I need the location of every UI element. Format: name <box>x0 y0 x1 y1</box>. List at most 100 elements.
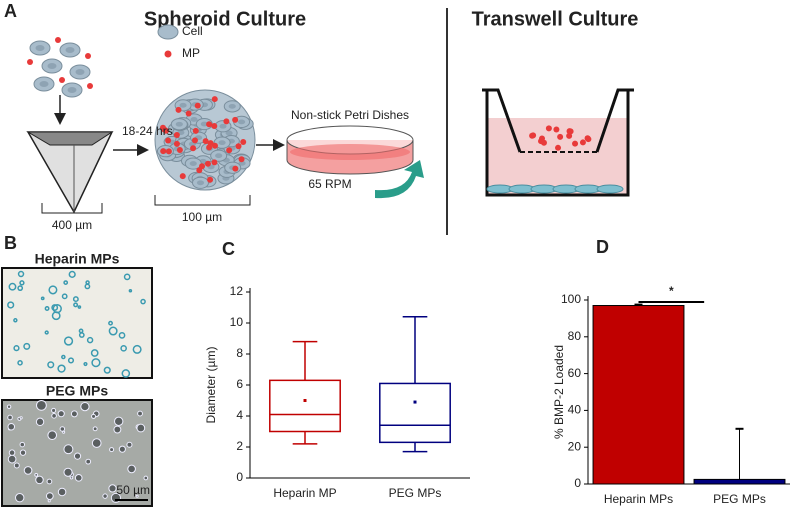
bar <box>592 305 685 485</box>
scale-bar <box>41 203 103 214</box>
particle <box>35 417 45 427</box>
particle <box>15 493 25 503</box>
particle <box>61 293 68 300</box>
insert <box>482 88 634 153</box>
particle <box>51 413 57 419</box>
particle <box>143 475 149 481</box>
mp <box>202 138 209 145</box>
microwell-top <box>26 131 114 146</box>
mp <box>87 83 93 89</box>
particle <box>57 364 66 373</box>
particle <box>70 410 78 418</box>
particle <box>48 285 58 295</box>
mp <box>584 135 591 142</box>
y-tick-label: 0 <box>574 476 581 490</box>
mp <box>232 165 239 172</box>
particle <box>7 301 15 309</box>
particle <box>8 449 16 456</box>
illustration <box>27 37 402 191</box>
y-tick-label: 10 <box>230 315 244 329</box>
particle <box>108 326 118 336</box>
micrograph-title: PEG MPs <box>46 383 108 399</box>
particle <box>73 452 82 460</box>
particle <box>72 296 79 303</box>
particle <box>35 475 44 485</box>
y-tick-label: 80 <box>568 329 582 343</box>
x-tick-label: PEG MPs <box>389 486 442 500</box>
mp <box>85 53 91 59</box>
particle <box>80 401 90 412</box>
particle <box>114 416 124 427</box>
particle <box>19 416 23 420</box>
nucleus <box>218 140 226 146</box>
particle <box>23 466 33 475</box>
particle <box>92 426 98 432</box>
mp <box>204 160 211 167</box>
mp <box>238 156 245 163</box>
particle <box>19 449 27 456</box>
particle <box>108 320 113 326</box>
y-tick-label: 60 <box>568 366 582 380</box>
mp <box>240 139 247 146</box>
particle <box>57 410 65 418</box>
mp <box>211 96 218 103</box>
particle <box>51 407 57 413</box>
particle <box>44 306 50 311</box>
cell <box>596 184 624 194</box>
y-tick-label: 8 <box>236 346 243 360</box>
particle <box>113 425 122 434</box>
mp <box>207 140 214 147</box>
nucleus <box>225 130 233 136</box>
time-label: 18-24 hrs <box>122 124 173 138</box>
mp <box>27 59 33 65</box>
mp <box>192 127 199 134</box>
mp <box>557 133 564 140</box>
mp <box>211 142 218 149</box>
particle <box>47 361 55 369</box>
nucleus <box>189 161 197 166</box>
box <box>269 379 341 433</box>
mp <box>194 102 201 109</box>
particle <box>6 404 12 409</box>
scale-label: 50 µm <box>116 483 150 497</box>
nucleus <box>238 160 246 166</box>
panel-label: C <box>222 239 235 259</box>
mp <box>207 176 214 183</box>
particle <box>74 473 83 482</box>
mp <box>199 163 206 170</box>
nucleus <box>200 121 208 127</box>
nucleus <box>190 117 198 122</box>
particle <box>132 344 142 354</box>
nucleus <box>39 81 49 87</box>
nucleus <box>67 87 77 93</box>
annotation: * <box>669 284 674 298</box>
mp <box>572 140 579 147</box>
mp <box>553 126 560 133</box>
mp <box>185 110 192 117</box>
mp <box>235 143 242 150</box>
mp <box>165 137 172 144</box>
nucleus <box>65 47 75 53</box>
nucleus <box>175 121 183 127</box>
micrograph <box>1 267 153 379</box>
well <box>485 90 630 197</box>
y-tick-label: 40 <box>568 403 582 417</box>
particle <box>63 467 73 477</box>
particle <box>83 361 88 367</box>
particle <box>128 288 133 293</box>
scale-bar <box>154 195 251 206</box>
y-tick-label: 0 <box>236 470 243 484</box>
legend-mp <box>164 50 172 58</box>
mp <box>59 77 65 83</box>
mp <box>173 131 180 138</box>
rpm-label: 65 RPM <box>308 177 351 191</box>
mean <box>413 400 417 404</box>
particle <box>19 441 26 448</box>
mp <box>176 147 183 154</box>
mp <box>159 124 166 131</box>
particle <box>86 336 94 344</box>
particle <box>7 422 16 431</box>
mp <box>179 173 186 180</box>
particle <box>63 280 69 285</box>
mp <box>206 121 213 128</box>
